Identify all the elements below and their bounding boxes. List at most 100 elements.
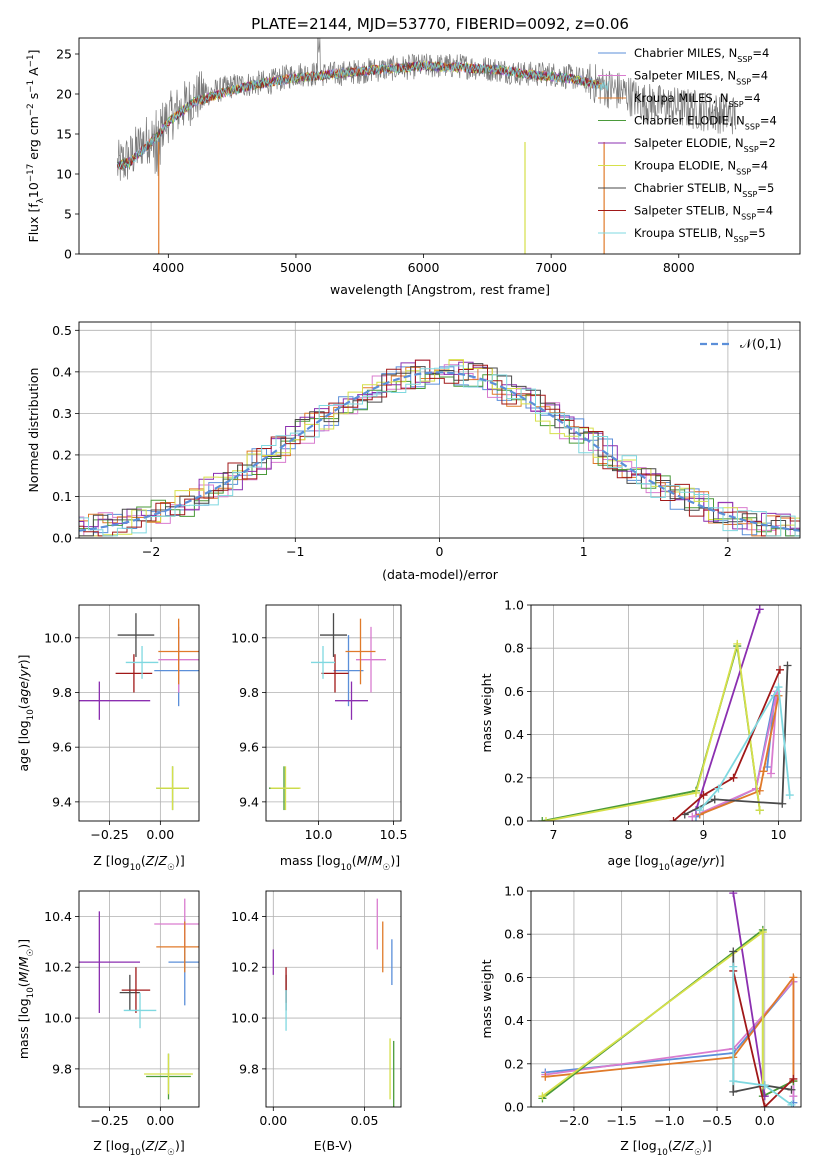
y-tick-label: 10 bbox=[56, 167, 72, 182]
error-bars bbox=[79, 898, 199, 1100]
weight-line bbox=[732, 893, 766, 1097]
y-tick-label: 0.0 bbox=[504, 1100, 524, 1115]
axes-frame bbox=[78, 890, 200, 1108]
y-tick-label: 0.0 bbox=[52, 531, 72, 546]
y-tick-label: 9.4 bbox=[52, 794, 72, 809]
x-tick-label: −2.0 bbox=[559, 1113, 589, 1128]
x-tick-label: 0 bbox=[436, 544, 444, 559]
y-tick-label: 0.8 bbox=[504, 927, 524, 942]
error-bar-point bbox=[115, 654, 153, 693]
legend-label: Salpeter MILES, NSSP=4 bbox=[634, 69, 768, 87]
error-bar-point bbox=[79, 681, 151, 720]
axes-frame bbox=[78, 604, 200, 822]
weight-marker bbox=[755, 806, 764, 815]
error-bar-point bbox=[79, 911, 141, 1013]
x-tick-label: 5000 bbox=[280, 260, 312, 275]
weight-marker bbox=[729, 891, 738, 898]
x-tick-label: −1.0 bbox=[654, 1113, 684, 1128]
weight-marker bbox=[692, 788, 700, 797]
error-bars bbox=[269, 613, 386, 811]
x-tick-label: 0.0 bbox=[755, 1113, 775, 1128]
error-bar-point bbox=[270, 766, 301, 811]
x-tick-label: 4000 bbox=[152, 260, 184, 275]
error-bar-point bbox=[123, 992, 157, 1029]
weight-marker bbox=[688, 812, 697, 821]
x-tick-label: −1.5 bbox=[606, 1113, 636, 1128]
weight-marker bbox=[538, 1092, 547, 1101]
histogram-step bbox=[79, 365, 800, 537]
weight-marker bbox=[789, 1092, 798, 1101]
residual-histogram-panel: −2 −1 0 1 2 0.0 0.1 0.2 0.3 0.4 0.5 𝒩(0,1) (data-mod… bbox=[26, 321, 801, 582]
y-tick-label: 10.0 bbox=[44, 630, 72, 645]
x-axis-label: age [log10(age/yr)] bbox=[607, 853, 724, 873]
weight-line bbox=[732, 970, 795, 1107]
x-tick-label: 7 bbox=[550, 827, 558, 842]
error-bar-point bbox=[311, 646, 335, 679]
x-tick-label: −0.5 bbox=[702, 1113, 732, 1128]
legend-label: Salpeter STELIB, NSSP=4 bbox=[634, 204, 773, 222]
y-axis-label: age [log10(age/yr)] bbox=[16, 654, 36, 771]
weight-series bbox=[695, 691, 783, 819]
error-bar-point bbox=[125, 646, 159, 679]
mass-weight-vs-metallicity-panel: −2.0 −1.5 −1.0 −0.5 0.0 0.0 0.2 0.4 0.6 0.8 1.0 Z [… bbox=[479, 884, 802, 1158]
y-tick-label: 0.6 bbox=[504, 970, 524, 985]
y-tick-label: 1.0 bbox=[504, 884, 524, 899]
error-bar-point bbox=[156, 921, 199, 973]
axes-frame bbox=[78, 37, 801, 255]
weight-marker bbox=[787, 1085, 796, 1094]
y-tick-label: 10.0 bbox=[231, 630, 259, 645]
legend-label: Kroupa ELODIE, NSSP=4 bbox=[634, 159, 768, 177]
axes-frame bbox=[530, 890, 802, 1108]
y-tick-label: 0.4 bbox=[504, 1013, 524, 1028]
y-tick-label: 0.4 bbox=[504, 727, 524, 742]
weight-marker bbox=[714, 784, 723, 793]
x-tick-label: 0.00 bbox=[259, 1113, 287, 1128]
y-axis-label: Normed distribution bbox=[26, 368, 41, 493]
weight-marker bbox=[729, 773, 738, 782]
age-vs-metallicity-panel: −0.25 0.00 9.4 9.6 9.8 10.0 Z [log10(Z/Z☉)] age… bbox=[16, 604, 200, 873]
y-tick-label: 9.8 bbox=[52, 1061, 72, 1076]
error-bar-point bbox=[117, 613, 155, 657]
weight-series bbox=[729, 962, 796, 1107]
weight-marker bbox=[699, 791, 708, 800]
x-tick-label: −1 bbox=[286, 544, 304, 559]
error-bar-point bbox=[345, 618, 376, 685]
y-axis-label: mass weight bbox=[479, 673, 494, 752]
x-tick-label: 6000 bbox=[408, 260, 440, 275]
x-tick-label: 10 bbox=[771, 827, 787, 842]
y-tick-label: 5 bbox=[64, 207, 72, 222]
y-tick-label: 0.8 bbox=[504, 641, 524, 656]
weight-marker bbox=[789, 973, 798, 982]
weight-marker bbox=[789, 1074, 798, 1083]
mass-weight-vs-age-panel: 7 8 9 10 0.0 0.2 0.4 0.6 0.8 1.0 age [log10(age/yr… bbox=[479, 598, 802, 873]
axes-frame bbox=[265, 890, 402, 1108]
x-tick-label: −0.25 bbox=[90, 1113, 128, 1128]
model-spectrum bbox=[116, 60, 600, 170]
weight-series bbox=[538, 925, 798, 1103]
x-tick-label: 9 bbox=[700, 827, 708, 842]
y-tick-label: 9.8 bbox=[239, 685, 259, 700]
x-tick-label: −2 bbox=[142, 544, 160, 559]
spectrum-lines bbox=[116, 38, 737, 254]
weight-marker bbox=[542, 817, 550, 821]
x-axis-label: Z [log10(Z/Z☉)] bbox=[93, 853, 185, 873]
error-bar-point bbox=[321, 654, 349, 693]
error-bar-point bbox=[333, 635, 364, 707]
y-tick-label: 0.1 bbox=[52, 489, 72, 504]
weight-line bbox=[699, 695, 780, 816]
error-bar-point bbox=[156, 766, 189, 811]
weight-line bbox=[691, 691, 778, 818]
y-tick-label: 20 bbox=[56, 87, 72, 102]
y-tick-label: 0.2 bbox=[504, 770, 524, 785]
error-bar-point bbox=[158, 618, 199, 685]
x-tick-label: 8 bbox=[625, 827, 633, 842]
y-tick-label: 0.6 bbox=[504, 684, 524, 699]
weight-marker bbox=[669, 817, 678, 821]
weight-marker bbox=[774, 683, 783, 692]
error-bar-point bbox=[144, 1053, 193, 1095]
x-tick-label: 8000 bbox=[663, 260, 695, 275]
y-tick-label: 25 bbox=[56, 47, 72, 62]
x-axis-label: Z [log10(Z/Z☉)] bbox=[93, 1138, 185, 1158]
legend-label: Chabrier MILES, NSSP=4 bbox=[634, 46, 769, 64]
